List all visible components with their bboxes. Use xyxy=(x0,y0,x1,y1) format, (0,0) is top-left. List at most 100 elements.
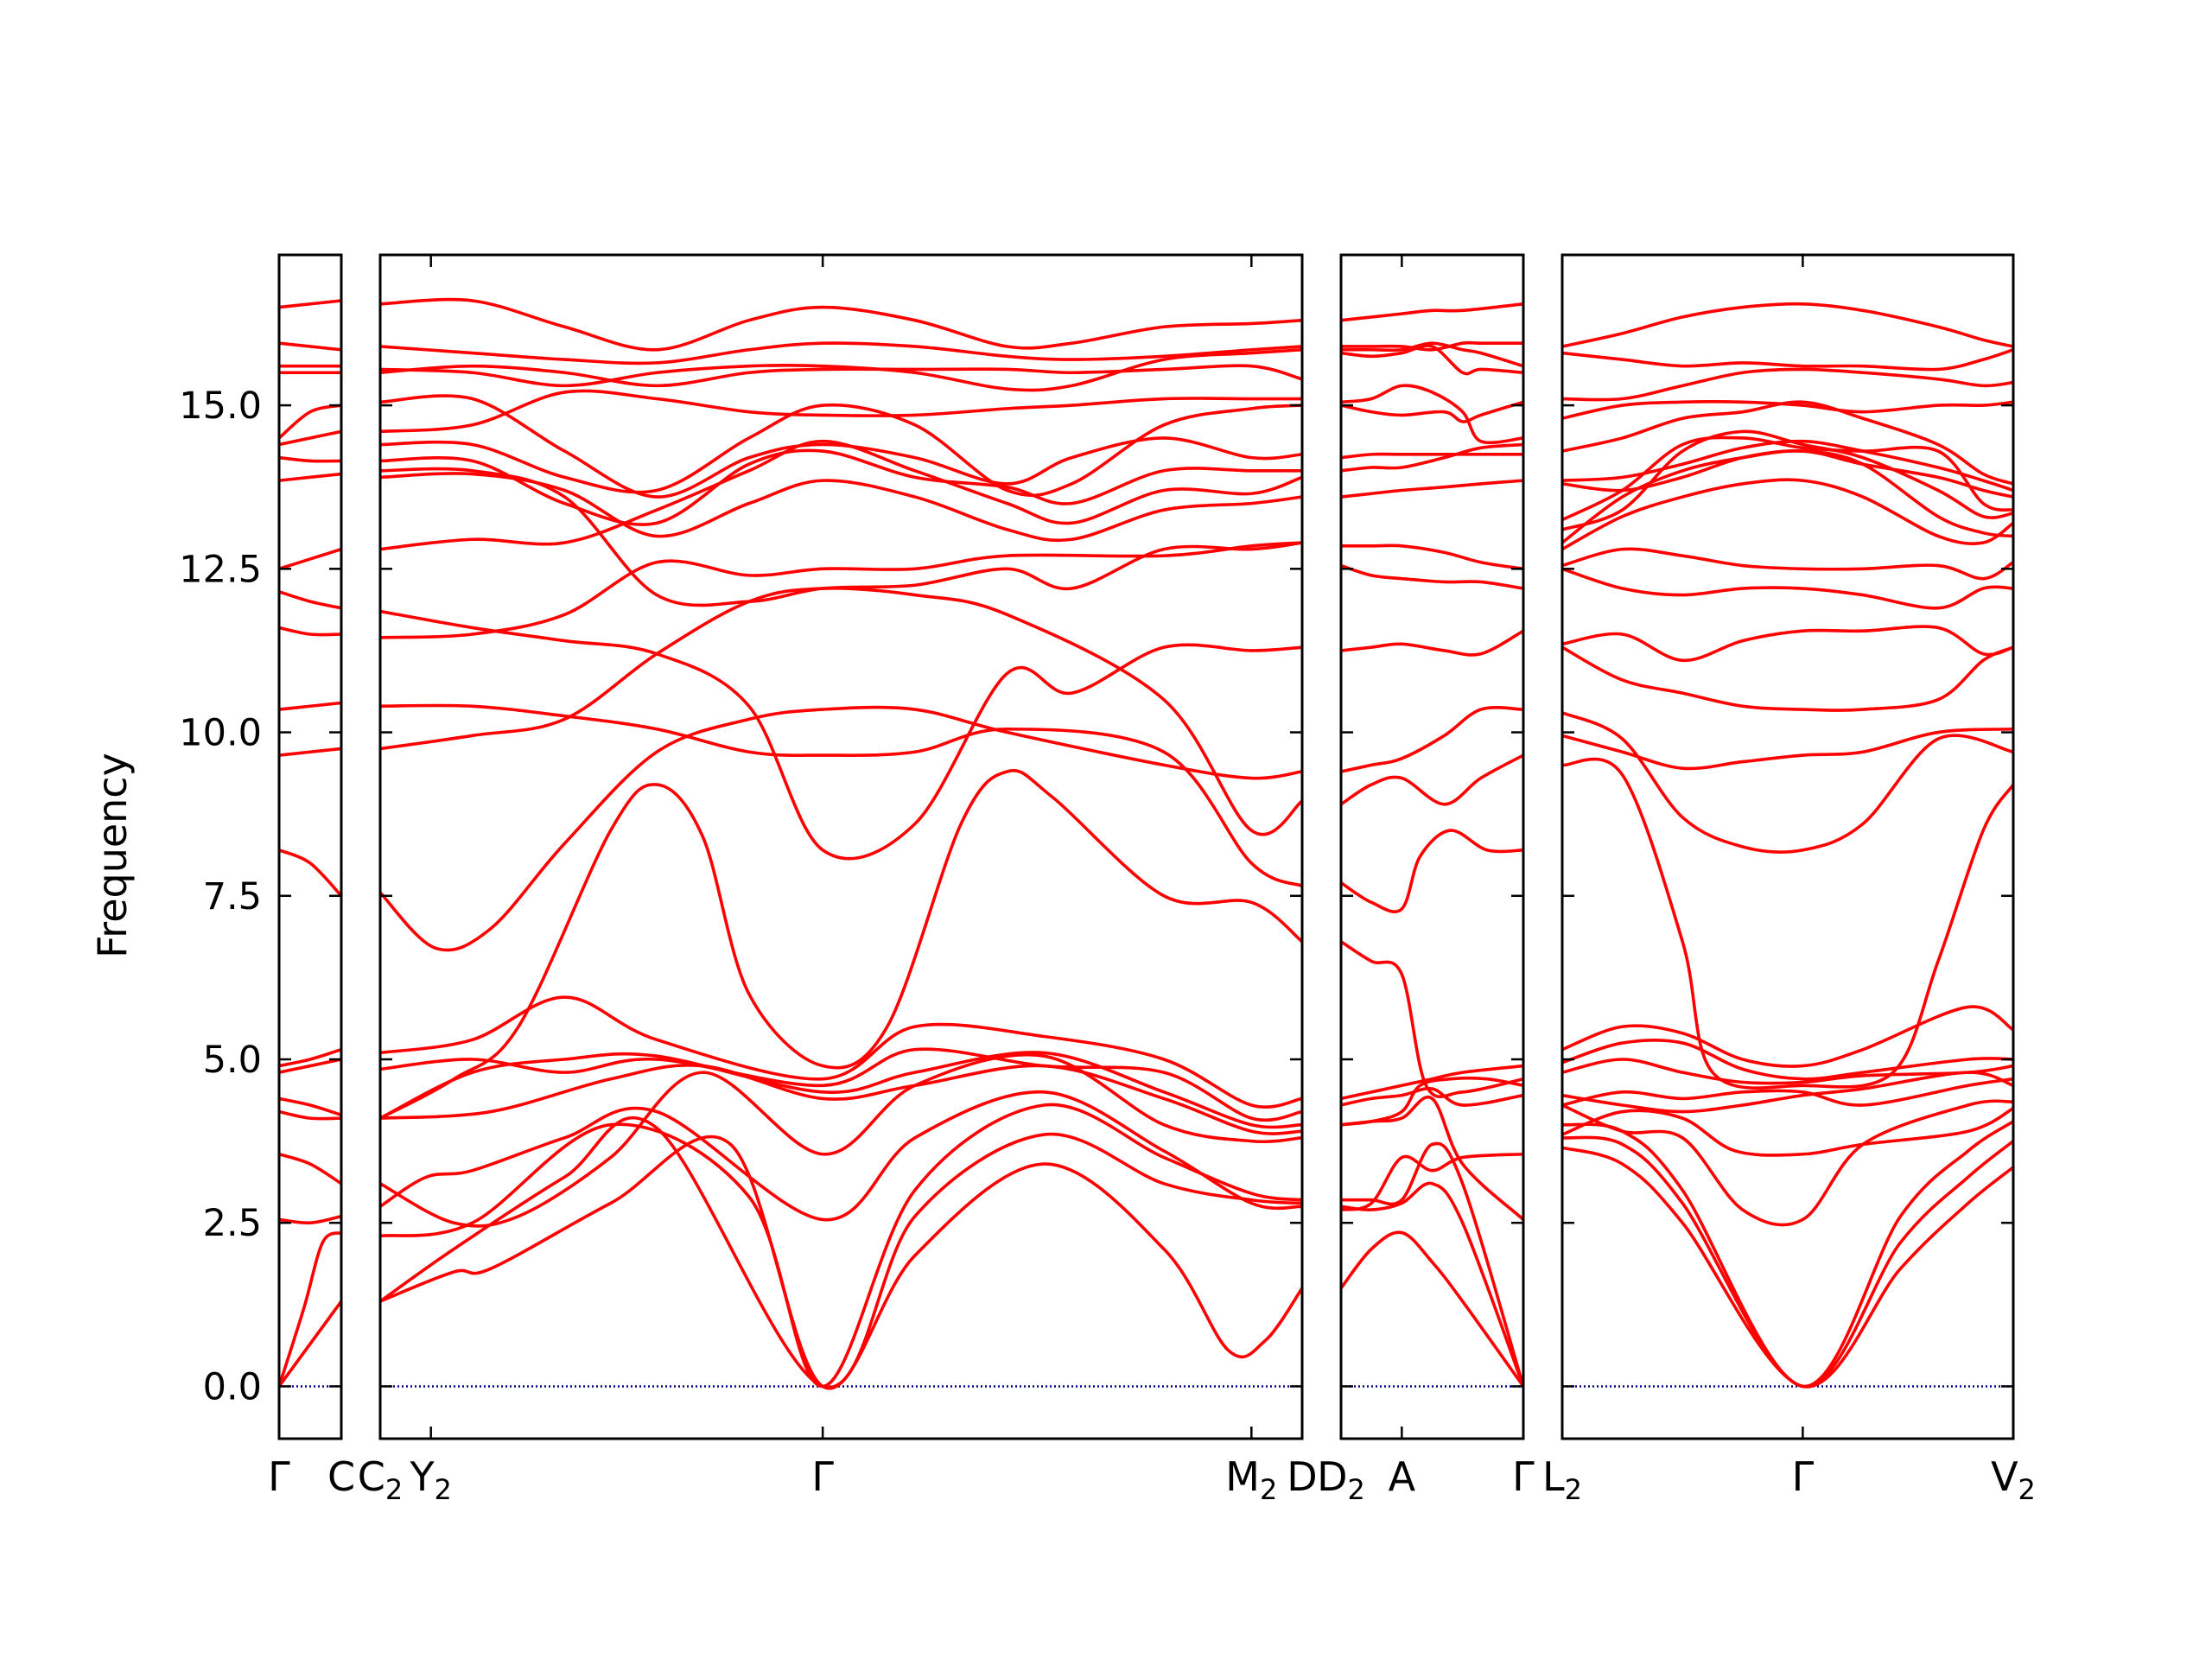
band-line xyxy=(1562,711,2013,854)
band-line xyxy=(380,341,1302,365)
panel-2 xyxy=(378,253,1304,1440)
band-line xyxy=(380,609,1302,861)
band-line xyxy=(1562,625,2013,663)
band-line xyxy=(1562,1099,2013,1227)
band-line xyxy=(1341,479,1523,499)
band-line xyxy=(279,1047,341,1068)
band-line xyxy=(279,1109,341,1121)
panel-frame xyxy=(1560,253,2015,1440)
band-line xyxy=(380,467,1302,607)
band-line xyxy=(279,547,341,571)
band-group xyxy=(380,297,1302,1390)
y-tick-label: 2.5 xyxy=(203,1202,262,1245)
k-point-label: A xyxy=(1389,1453,1416,1500)
band-line xyxy=(380,1103,1302,1389)
band-line xyxy=(1341,753,1523,806)
band-line xyxy=(1341,1230,1523,1389)
y-tick-label: 7.5 xyxy=(203,875,262,918)
band-line xyxy=(279,299,341,309)
y-tick-label: 5.0 xyxy=(203,1039,262,1082)
k-point-label: D2 xyxy=(1317,1453,1365,1506)
band-line xyxy=(1562,302,2013,348)
k-point-label: C2 xyxy=(358,1453,403,1506)
k-point-labels: Γ C C2 Y2 Γ M2 D D2 A Γ L2 Γ V2 xyxy=(268,1453,2036,1506)
band-line xyxy=(1562,478,2013,551)
band-line xyxy=(380,1063,1302,1135)
band-line xyxy=(380,1116,1302,1389)
band-line xyxy=(1562,400,2013,486)
band-line xyxy=(380,1090,1302,1222)
band-line xyxy=(1562,757,2013,1090)
k-point-label: Y2 xyxy=(409,1453,451,1506)
band-line xyxy=(1562,439,2013,493)
k-point-label: Γ xyxy=(1792,1453,1815,1500)
band-line xyxy=(380,1051,1302,1129)
band-line xyxy=(1562,1135,2013,1389)
band-line xyxy=(380,394,1302,499)
band-line xyxy=(380,995,1302,1109)
band-line xyxy=(380,297,1302,352)
band-line xyxy=(380,403,1302,498)
band-line xyxy=(380,389,1302,434)
band-line xyxy=(1341,400,1523,423)
band-line xyxy=(1341,939,1523,1098)
band-line xyxy=(380,541,1302,639)
band-line xyxy=(279,1152,341,1185)
band-line xyxy=(1562,400,2013,421)
k-point-label: D xyxy=(1287,1453,1317,1500)
panel-4 xyxy=(1560,253,2015,1440)
band-line xyxy=(279,1058,341,1074)
band-line xyxy=(1341,1152,1523,1211)
band-line xyxy=(1562,1120,2013,1389)
band-line xyxy=(380,1047,1302,1122)
band-line xyxy=(279,848,341,898)
band-group xyxy=(279,299,341,1389)
band-line xyxy=(279,1230,341,1389)
band-line xyxy=(1341,344,1523,376)
y-tick-label: 10.0 xyxy=(179,712,262,755)
band-line xyxy=(1341,563,1523,590)
k-point-label: M2 xyxy=(1225,1453,1277,1506)
band-line xyxy=(279,455,341,463)
band-line xyxy=(380,448,1302,526)
band-line xyxy=(380,364,1302,388)
band-line xyxy=(1562,449,2013,544)
panel-frame xyxy=(277,253,343,1440)
band-line xyxy=(380,769,1302,1120)
band-line xyxy=(1562,1077,2013,1107)
band-line xyxy=(1341,341,1523,368)
band-line xyxy=(279,626,341,637)
band-line xyxy=(1562,429,2013,531)
band-line xyxy=(279,701,341,711)
band-line xyxy=(1341,629,1523,657)
band-line xyxy=(1562,567,2013,610)
band-line xyxy=(1562,1005,2013,1068)
band-group xyxy=(1562,302,2013,1389)
band-line xyxy=(1341,706,1523,773)
band-line xyxy=(1562,1038,2013,1081)
panel-frame xyxy=(1339,253,1525,1440)
band-line xyxy=(1341,384,1523,445)
k-point-label: Γ xyxy=(1512,1453,1535,1500)
y-tick-label: 0.0 xyxy=(203,1365,262,1408)
band-line xyxy=(1562,449,2013,499)
band-line xyxy=(1562,1146,2013,1389)
band-line xyxy=(279,590,341,610)
band-line xyxy=(279,429,341,447)
band-line xyxy=(1562,547,2013,581)
band-line xyxy=(1562,1058,2013,1085)
band-line xyxy=(1341,829,1523,913)
band-line xyxy=(1562,645,2013,712)
band-line xyxy=(380,347,1302,392)
band-line xyxy=(279,1214,341,1225)
band-line xyxy=(1341,1086,1523,1107)
band-line xyxy=(1341,1181,1523,1389)
panel-3 xyxy=(1339,253,1525,1440)
band-line xyxy=(380,1052,1302,1228)
band-line xyxy=(1562,1106,2013,1157)
band-line xyxy=(279,1096,341,1117)
y-tick-label: 15.0 xyxy=(179,385,262,428)
panel-1 xyxy=(277,253,343,1440)
band-line xyxy=(1341,302,1523,322)
